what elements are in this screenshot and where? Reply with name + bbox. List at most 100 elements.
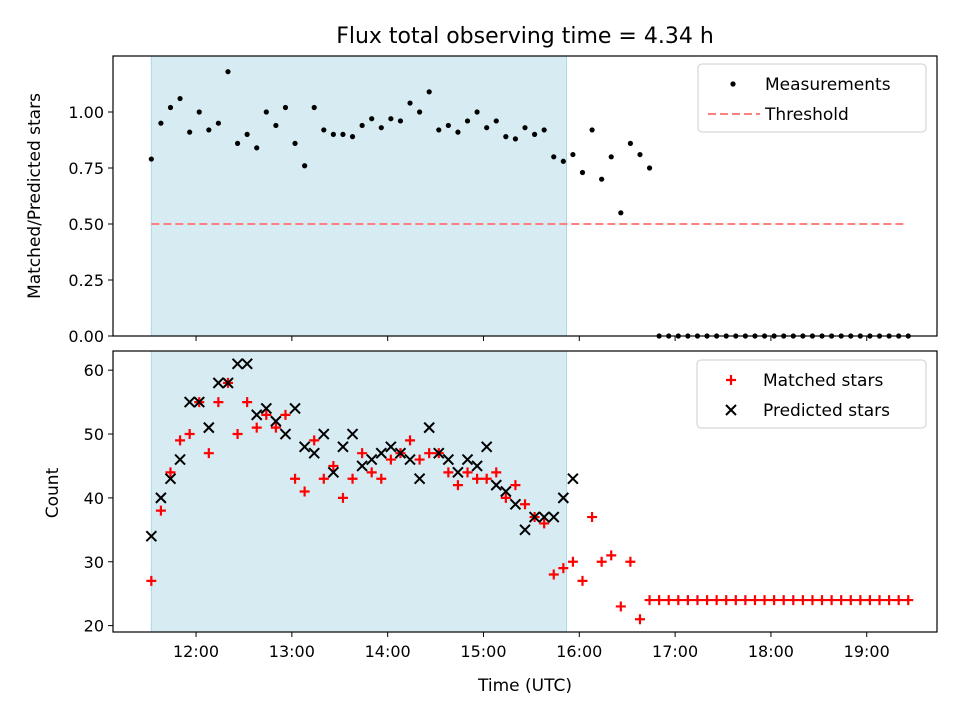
predicted-star-point [270, 415, 282, 427]
y-tick-label: 30 [84, 553, 104, 572]
measurement-point [493, 118, 499, 124]
matched-star-point [884, 595, 895, 606]
predicted-star-point [222, 377, 234, 389]
matched-star-point [472, 473, 483, 484]
measurement-point [618, 210, 624, 216]
measurement-point [599, 176, 605, 182]
measurement-point [589, 127, 595, 133]
predicted-star-point [279, 428, 292, 440]
matched-star-point [663, 595, 674, 606]
predicted-star-point [193, 396, 205, 408]
y-tick-label: 0.75 [68, 159, 104, 178]
matched-star-point [692, 595, 703, 606]
measurement-point [417, 109, 423, 115]
legend-matched-label: Matched stars [763, 371, 883, 391]
measurement-point [340, 131, 346, 137]
chart-title: Flux total observing time = 4.34 h [336, 24, 714, 49]
bottom-legend-box [696, 359, 927, 429]
x-glyph [725, 404, 737, 416]
measurement-point [397, 118, 404, 124]
predicted-star-point [385, 441, 397, 453]
matched-star-point [452, 480, 463, 491]
predicted-star-point [365, 453, 378, 466]
matched-star-point [366, 467, 377, 478]
measurement-point [292, 140, 298, 146]
measurement-point [455, 129, 461, 135]
predicted-star-point [241, 358, 253, 370]
bottom-panel: 20 30 40 50 60 12:00 13:00 14:00 15:00 16:00 17:0… [43, 350, 938, 696]
predicted-star-point [318, 428, 330, 440]
measurement-point [484, 125, 490, 131]
predicted-star-point [413, 473, 426, 485]
predicted-star-point [145, 530, 158, 542]
predicted-star-point [212, 377, 225, 389]
matched-star-point [443, 467, 454, 478]
measurement-point [378, 125, 384, 131]
matched-star-point [817, 595, 828, 606]
y-tick-label: 1.00 [68, 103, 104, 122]
matched-star-point [328, 460, 339, 471]
matched-star-point [270, 422, 281, 433]
matched-star-point [558, 563, 569, 574]
measurement-point [407, 100, 413, 106]
matched-star-point [280, 409, 291, 420]
matched-star-point [146, 575, 157, 586]
measurement-point [254, 145, 260, 151]
predicted-star-point [327, 466, 340, 479]
x-tick-label: 18:00 [748, 642, 794, 661]
legend-measurements-marker [730, 81, 736, 87]
matched-star-point [864, 595, 875, 606]
legend-predicted-label: Predicted stars [763, 401, 890, 421]
matched-star-point [596, 556, 607, 567]
predicted-star-point [174, 453, 186, 466]
measurement-point [627, 140, 633, 146]
matched-star-point [385, 454, 396, 465]
x-tick-label: 17:00 [652, 642, 698, 661]
matched-star-point [702, 595, 713, 606]
matched-star-point [299, 486, 310, 497]
matched-star-point [424, 448, 435, 459]
measurement-point [148, 156, 154, 162]
matched-star-point [510, 480, 521, 491]
predicted-star-point [442, 453, 455, 466]
measurement-point [177, 95, 183, 102]
matched-star-point [203, 448, 214, 459]
x-tick-label: 14:00 [365, 642, 411, 661]
measurement-point [445, 122, 451, 129]
observing-span [150, 55, 568, 337]
matched-star-point [615, 601, 626, 612]
measurement-point [426, 89, 432, 95]
measurement-point [234, 140, 241, 146]
predicted-star-point [423, 421, 435, 434]
top-axes-frame [112, 55, 938, 337]
matched-star-point [749, 595, 760, 606]
legend-measurements-label: Measurements [765, 75, 891, 95]
matched-star-point [491, 467, 502, 478]
matched-star-point [357, 448, 368, 459]
matched-star-point [625, 556, 636, 567]
predicted-star-point [155, 492, 167, 504]
y-tick-label: 40 [84, 489, 104, 508]
predicted-star-point [375, 447, 387, 459]
measurement-point [196, 109, 202, 115]
matched-star-point [711, 595, 722, 606]
matched-star-point [788, 595, 799, 606]
plus-glyph [726, 375, 736, 385]
matched-star-point [261, 409, 272, 420]
measurement-point [244, 131, 250, 137]
measurement-point [158, 120, 164, 126]
matched-star-point [769, 595, 780, 606]
predicted-star-point [183, 396, 196, 408]
matched-star-point [644, 595, 655, 606]
matched-star-point [893, 595, 904, 606]
matched-star-point [740, 595, 751, 606]
matched-star-point [318, 473, 329, 484]
predicted-star-point [308, 447, 320, 459]
measurement-point [302, 163, 308, 169]
predicted-star-point [203, 421, 215, 434]
measurement-point [349, 134, 356, 140]
matched-star-point [654, 595, 665, 606]
y-tick-label: 60 [84, 361, 104, 380]
matched-star-point [855, 595, 866, 606]
